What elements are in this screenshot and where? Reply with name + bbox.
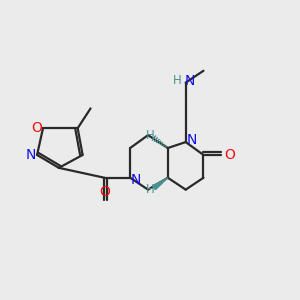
Text: N: N (26, 148, 36, 162)
Text: N: N (131, 173, 141, 187)
Text: H: H (173, 74, 182, 87)
Text: O: O (99, 184, 110, 199)
Text: N: N (184, 74, 195, 88)
Text: N: N (186, 133, 197, 147)
Text: O: O (224, 148, 235, 162)
Text: H: H (146, 129, 154, 142)
Text: H: H (146, 183, 154, 196)
Text: O: O (32, 121, 43, 135)
Polygon shape (152, 178, 168, 190)
